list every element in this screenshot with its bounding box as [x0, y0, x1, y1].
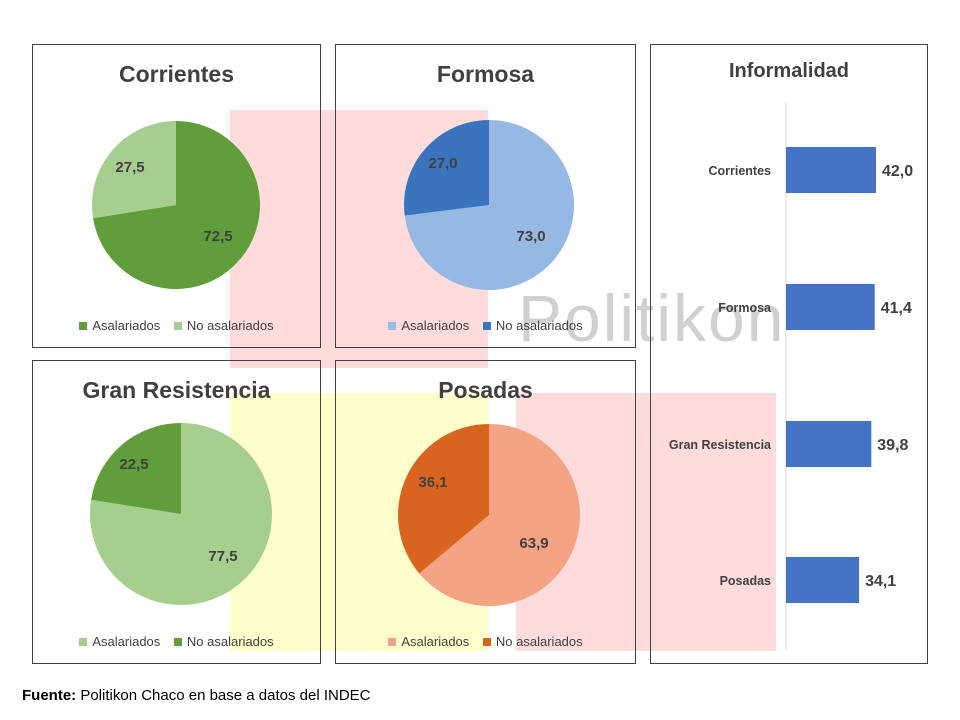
legend-label: Asalariados	[401, 634, 470, 649]
source-label: Fuente:	[22, 687, 77, 704]
legend-label: No asalariados	[186, 318, 274, 333]
pie-data-label: 63,9	[519, 535, 548, 552]
pie-legend: Asalariados No asalariados	[336, 634, 635, 649]
pie-panel-gran-resistencia: Gran Resistencia 77,5 22,5 Asalariados No…	[32, 360, 321, 664]
pie-slice-no-asalariados	[91, 423, 181, 514]
legend-item: Asalariados	[388, 318, 469, 333]
pie-title: Posadas	[438, 377, 533, 403]
legend-label: No asalariados	[495, 634, 583, 649]
pie-panel-posadas: Posadas 63,9 36,1 Asalariados No asalaria…	[335, 360, 636, 664]
legend-label: No asalariados	[495, 318, 583, 333]
source-footer: Fuente: Politikon Chaco en base a datos …	[22, 687, 371, 704]
pie-legend: Asalariados No asalariados	[33, 634, 320, 649]
bar	[786, 421, 872, 467]
legend-swatch	[173, 637, 182, 646]
legend-swatch	[79, 321, 88, 330]
bar-category-label: Corrientes	[708, 164, 771, 178]
pie-slice-asalariados	[93, 121, 260, 289]
legend-swatch	[388, 321, 397, 330]
pie-data-label: 77,5	[208, 548, 237, 565]
legend-item: Asalariados	[79, 634, 160, 649]
legend-item: Asalariados	[79, 318, 160, 333]
bar-category-label: Posadas	[720, 574, 771, 588]
bar-data-label: 42,0	[882, 163, 913, 180]
pie-data-label: 36,1	[418, 474, 447, 491]
pie-panel-formosa: Formosa 73,0 27,0 Asalariados No asalaria…	[335, 44, 636, 348]
pie-chart: 77,5 22,5	[90, 423, 272, 605]
pie-slice-asalariados	[419, 424, 580, 606]
bar-category-label: Gran Resistencia	[669, 438, 772, 452]
bar-category-label: Formosa	[718, 301, 772, 315]
bar	[786, 557, 860, 603]
legend-swatch	[482, 637, 491, 646]
pie-title: Corrientes	[118, 61, 235, 87]
pie-data-label: 22,5	[119, 456, 148, 473]
pie-slice-no-asalariados	[92, 121, 176, 219]
legend-item: No asalariados	[482, 634, 583, 649]
legend-item: Asalariados	[388, 634, 469, 649]
pie-title: Gran Resistencia	[82, 377, 271, 403]
pie-legend: Asalariados No asalariados	[33, 318, 320, 333]
bar	[786, 147, 876, 193]
legend-swatch	[482, 321, 491, 330]
pie-data-label: 73,0	[516, 228, 545, 245]
bar-data-label: 41,4	[881, 300, 912, 317]
legend-swatch	[79, 637, 88, 646]
pie-legend: Asalariados No asalariados	[336, 318, 635, 333]
source-text: Politikon Chaco en base a datos del INDE…	[76, 687, 371, 704]
legend-label: Asalariados	[401, 318, 470, 333]
bar-data-label: 34,1	[865, 573, 896, 590]
bar-chart-title: Informalidad	[728, 60, 849, 82]
pie-data-label: 72,5	[203, 228, 232, 245]
pie-data-label: 27,0	[428, 155, 457, 172]
bar-data-label: 39,8	[877, 437, 908, 454]
pie-slice-no-asalariados	[398, 424, 489, 574]
legend-item: No asalariados	[482, 318, 583, 333]
pie-slice-no-asalariados	[404, 120, 489, 216]
pie-chart: 63,9 36,1	[398, 424, 580, 606]
pie-chart: 72,5 27,5	[92, 121, 260, 289]
pie-data-label: 27,5	[115, 159, 144, 176]
legend-item: No asalariados	[173, 634, 274, 649]
legend-label: Asalariados	[92, 318, 161, 333]
legend-swatch	[173, 321, 182, 330]
pie-slice-asalariados	[404, 120, 574, 290]
pie-panel-corrientes: Corrientes 72,5 27,5 Asalariados No asala…	[32, 44, 321, 348]
legend-item: No asalariados	[173, 318, 274, 333]
bar-panel-informalidad: Informalidad Corrientes 42,0 Formosa 41,4 Gr…	[650, 44, 928, 664]
legend-label: No asalariados	[186, 634, 274, 649]
legend-label: Asalariados	[92, 634, 161, 649]
pie-title: Formosa	[436, 61, 535, 87]
bar-chart: Corrientes 42,0 Formosa 41,4 Gran Resistenci…	[669, 103, 913, 650]
legend-swatch	[388, 637, 397, 646]
bar	[786, 284, 875, 330]
pie-chart: 73,0 27,0	[404, 120, 574, 290]
